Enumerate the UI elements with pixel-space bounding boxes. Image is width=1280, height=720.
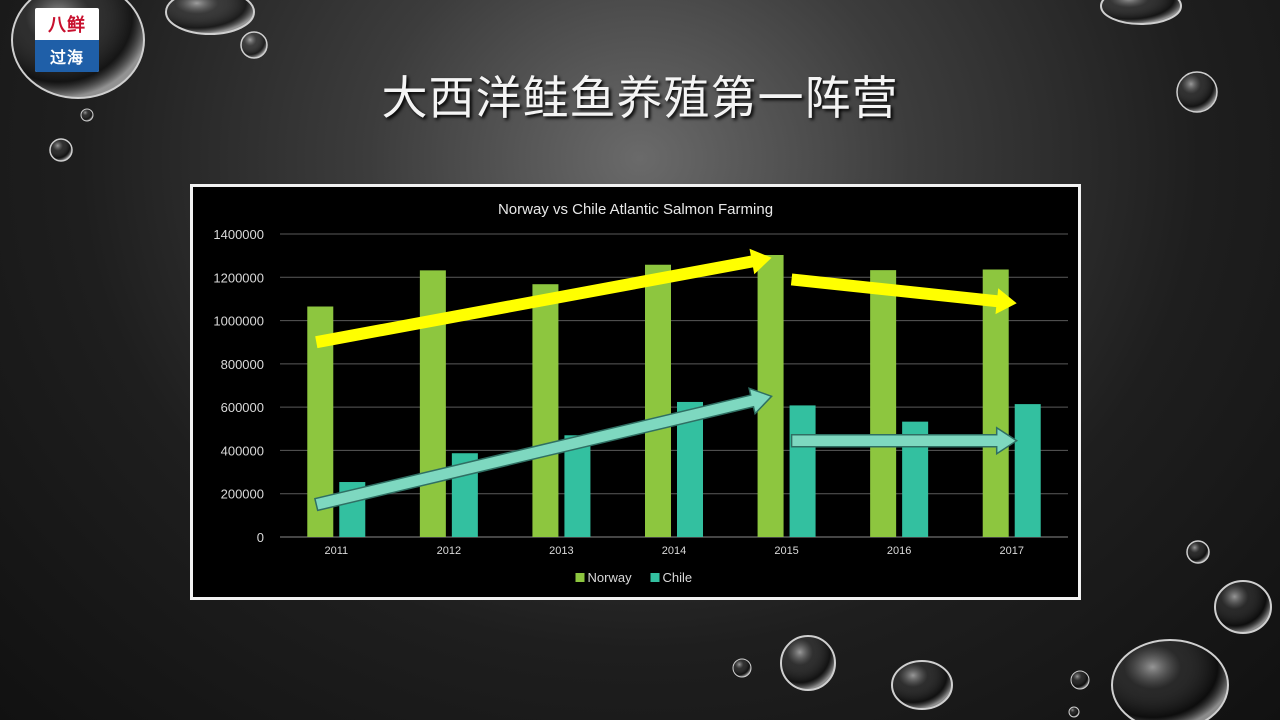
legend-swatch-norway	[575, 573, 585, 582]
chart: Norway vs Chile Atlantic Salmon Farming 0…	[213, 201, 1068, 585]
legend-label-norway: Norway	[588, 570, 633, 585]
logo-bottom-text: 过海	[35, 40, 99, 72]
trend-arrow	[790, 273, 1017, 315]
bar-norway-2017	[982, 269, 1009, 537]
x-tick-label: 2012	[437, 545, 461, 557]
chart-frame: Norway vs Chile Atlantic Salmon Farming 0…	[190, 184, 1081, 600]
y-tick-label: 200000	[221, 487, 264, 502]
y-tick-label: 0	[257, 530, 264, 545]
bar-chile-2013	[564, 435, 591, 537]
logo-top-text: 八鲜	[48, 15, 86, 36]
slide-title: 大西洋鲑鱼养殖第一阵营	[381, 71, 899, 125]
bar-norway-2016	[870, 270, 897, 537]
y-tick-label: 1000000	[213, 314, 264, 329]
trend-arrow	[790, 426, 1019, 456]
x-tick-label: 2017	[999, 545, 1023, 557]
bar-chile-2015	[789, 405, 816, 537]
x-tick-label: 2014	[662, 545, 686, 557]
y-tick-label: 400000	[221, 443, 264, 458]
trend-arrow	[313, 387, 773, 512]
x-tick-label: 2016	[887, 545, 911, 557]
bar-norway-2012	[419, 270, 446, 537]
trend-arrow	[315, 248, 772, 349]
chart-title: Norway vs Chile Atlantic Salmon Farming	[498, 201, 773, 218]
y-tick-label: 800000	[221, 357, 264, 372]
x-tick-label: 2015	[774, 545, 798, 557]
bar-norway-2013	[532, 284, 559, 537]
bar-chile-2017	[1014, 404, 1041, 537]
legend-swatch-chile	[650, 573, 660, 582]
y-tick-label: 1400000	[213, 227, 264, 242]
brand-logo: 八鲜 过海	[35, 8, 99, 72]
bar-norway-2014	[645, 264, 671, 537]
legend-label-chile: Chile	[663, 570, 693, 585]
x-tick-label: 2013	[549, 545, 573, 557]
y-tick-label: 600000	[221, 400, 264, 415]
x-tick-label: 2011	[324, 545, 348, 557]
y-tick-label: 1200000	[213, 270, 264, 285]
